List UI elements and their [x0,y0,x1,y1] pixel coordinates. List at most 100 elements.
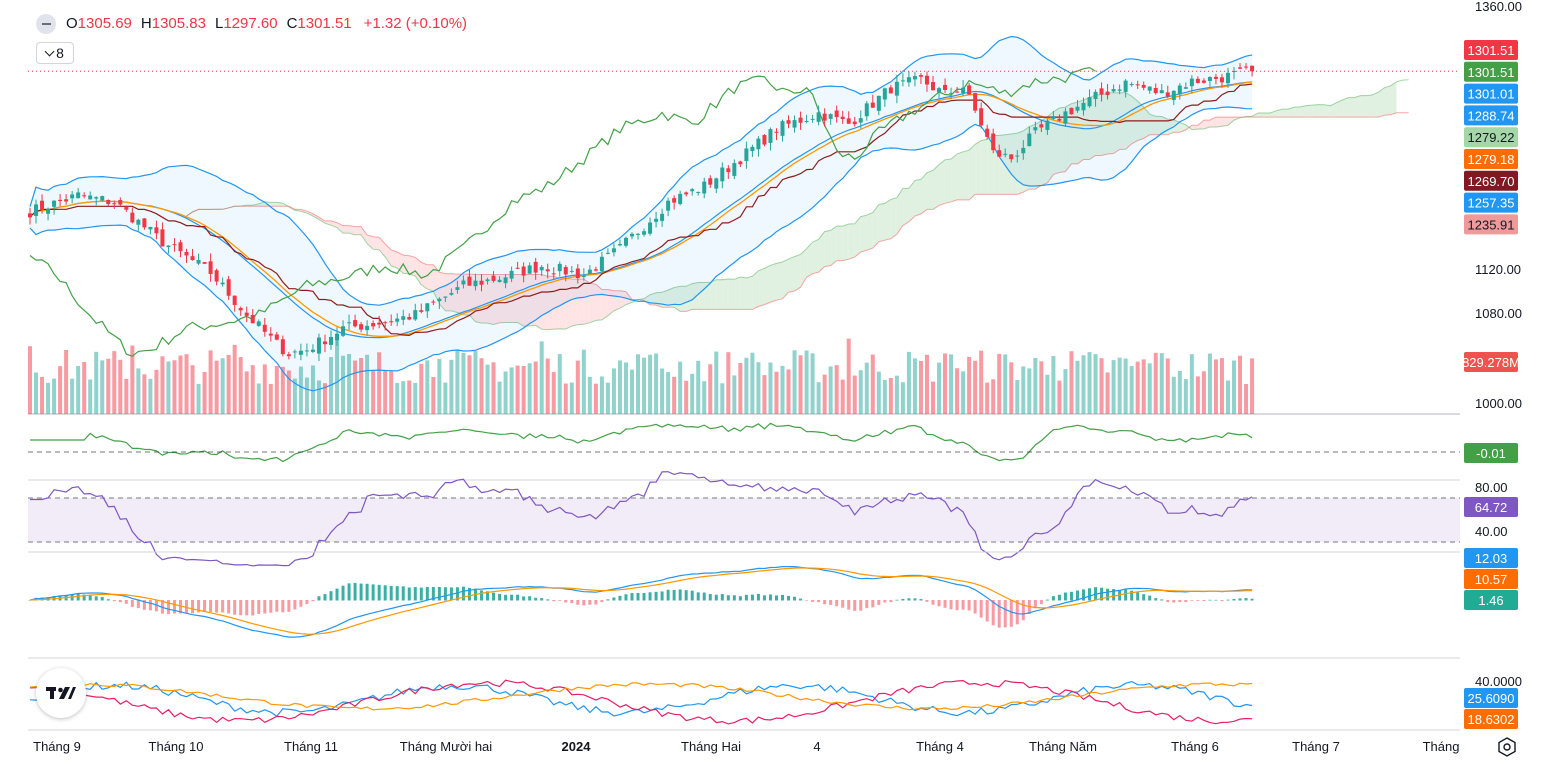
volume-bar [852,375,857,414]
volume-bar [756,362,761,414]
cloud-segment [1179,122,1186,133]
cloud-segment [872,204,879,249]
macd-histogram-bar [1196,600,1200,601]
macd-histogram-bar [431,587,435,601]
macd-histogram-bar [76,593,80,601]
volume-bar [1201,371,1206,414]
macd-histogram-bar [28,600,32,601]
rsi-band [28,498,1460,542]
candle-body [503,277,508,284]
volume-badge: 829.278M [1462,355,1520,370]
volume-bar [280,366,285,414]
candle-body [431,301,436,303]
open-label: O [66,14,78,32]
volume-bar [1219,358,1224,414]
volume-bar [413,382,418,414]
macd-histogram-bar [215,600,219,613]
cloud-segment [505,274,512,323]
volume-bar [1250,358,1255,414]
lagging-span [29,66,1096,357]
macd-histogram-bar [437,587,441,601]
candle-body [630,233,634,237]
cloud-segment [391,249,398,269]
candle-body [684,192,689,195]
volume-bar [419,363,424,414]
volume-bar [166,361,171,414]
candle-body [762,135,767,145]
macd-histogram-bar [1021,600,1025,621]
candle-body [310,349,315,352]
candle-body [744,148,749,162]
volume-bar [1105,372,1110,414]
collapse-legend-button[interactable] [36,14,56,34]
cloud-segment [668,287,675,308]
candle-body [696,191,701,193]
macd-histogram-bar [1136,592,1140,601]
cloud-segment [258,201,265,207]
volume-bar [545,358,550,414]
macd-histogram-bar [546,599,550,601]
macd-histogram-bar [1232,598,1236,601]
candle-body [1207,76,1212,81]
tradingview-logo[interactable] [36,668,86,718]
candle-body [1129,84,1134,86]
macd-histogram-bar [1057,594,1061,601]
indicators-toggle-button[interactable]: 8 [36,42,74,64]
candle-body [449,293,454,295]
candle-body [551,273,556,275]
momentum-badge-bg [1464,443,1518,463]
cloud-segment [1197,120,1204,130]
candle-body [539,266,544,271]
cloud-segment [854,216,861,258]
macd-line [29,565,1253,638]
cloud-segment [1384,85,1391,116]
candle-body [509,270,514,279]
candle-body [473,280,478,287]
macd-histogram-bar [901,598,905,601]
macd-histogram-bar [1142,594,1146,601]
cloud-segment [583,279,590,325]
macd-histogram-bar [588,600,592,605]
price-badge: 1288.74 [1468,108,1515,123]
candle-body [642,231,647,235]
di-minus-line [29,679,1253,725]
candle-body [130,212,135,223]
cloud-segment [1041,116,1048,186]
volume-bar [527,363,532,414]
macd-histogram-bar [383,585,387,601]
adx-line [29,682,1253,711]
volume-bar [1117,357,1122,414]
candle-body [1003,153,1008,155]
macd-histogram-bar [191,600,195,614]
settings-button[interactable] [1496,736,1518,758]
macd-histogram-bar [666,589,670,601]
candle-body [726,168,731,173]
chevron-down-icon [44,46,55,57]
macd-histogram-bar [1100,587,1104,601]
macd-histogram-bar [1124,589,1128,601]
time-axis-label: Tháng Mười hai [400,739,492,754]
candle-body [1123,80,1128,92]
volume-bar [533,361,538,414]
candle-body [262,324,267,332]
macd-histogram-bar [504,594,508,601]
candle-body [220,282,225,285]
cloud-segment [1378,87,1385,118]
macd-histogram-bar [594,600,598,605]
macd-histogram-bar [1250,598,1254,601]
volume-bar [900,382,905,414]
candle-body [931,82,935,91]
candle-body [768,129,773,143]
close-label: C [286,14,298,32]
senkou-span-a [186,79,1409,331]
price-badge-bg [1464,61,1518,82]
candle-body [690,189,695,192]
volume-bar [726,352,731,414]
volume-bar [949,354,954,414]
macd-histogram-bar [600,600,604,602]
macd-histogram-bar [425,587,429,601]
macd-histogram-bar [269,600,273,613]
cloud-segment [361,226,368,244]
cloud-segment [511,274,518,323]
